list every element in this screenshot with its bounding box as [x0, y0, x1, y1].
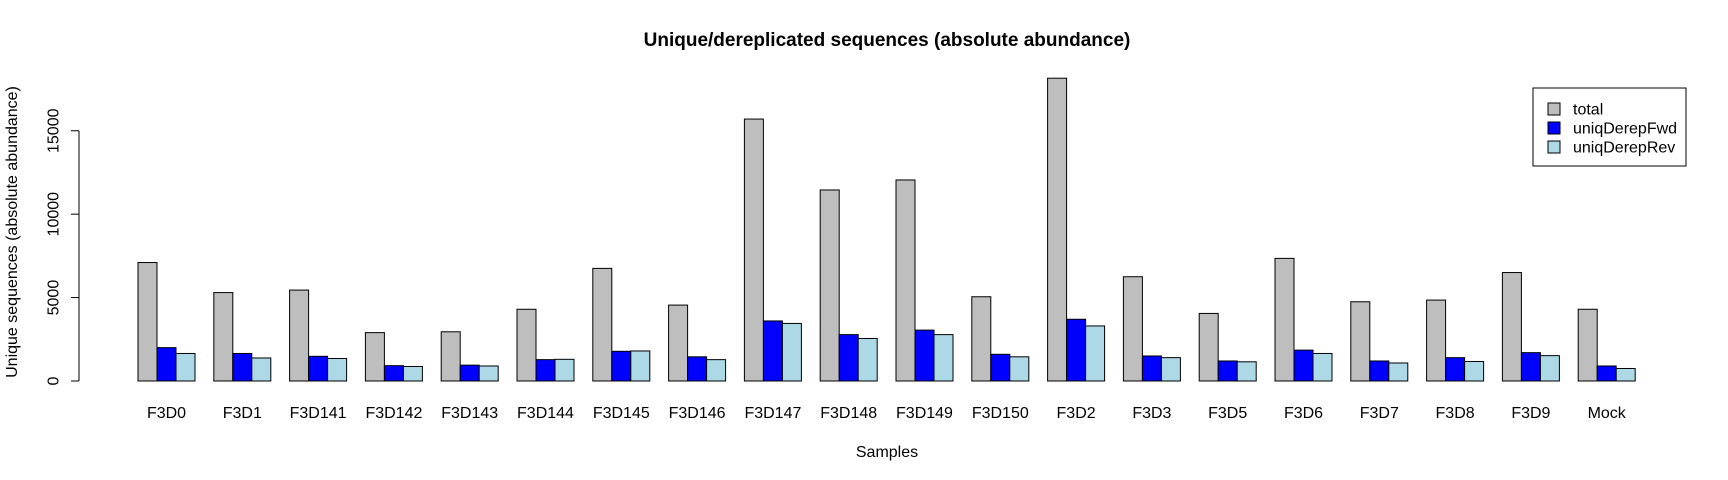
legend-swatch-total — [1547, 102, 1561, 116]
x-tick-label: F3D145 — [593, 405, 650, 422]
bar-total — [1274, 257, 1295, 382]
y-axis: 0 5000 10000 15000 — [46, 108, 80, 385]
bar-uniqDerepFwd — [232, 352, 253, 382]
bar-total — [1426, 299, 1447, 382]
bar-uniqDerepFwd — [1293, 349, 1314, 382]
bar-uniqDerepRev — [1236, 361, 1257, 382]
x-axis-label: Samples — [856, 444, 918, 461]
bar-uniqDerepFwd — [1066, 318, 1087, 382]
bar-uniqDerepFwd — [1141, 355, 1162, 382]
y-tick-label: 0 — [46, 376, 63, 385]
bar-total — [137, 262, 158, 382]
bar-uniqDerepRev — [402, 365, 423, 382]
y-tick-label: 10000 — [46, 192, 63, 237]
bar-total — [1047, 77, 1068, 382]
bar-uniqDerepRev — [1464, 360, 1485, 382]
bar-uniqDerepRev — [251, 357, 272, 382]
legend-label-uniqDerepRev: uniqDerepRev — [1573, 140, 1675, 157]
x-tick-label: F3D0 — [147, 405, 186, 422]
bar-total — [364, 332, 385, 382]
bar-total — [516, 308, 537, 382]
bar-uniqDerepFwd — [1520, 352, 1541, 382]
bar-uniqDerepFwd — [308, 355, 329, 382]
bars — [137, 77, 1636, 382]
bar-uniqDerepFwd — [156, 347, 177, 382]
x-tick-label: F3D8 — [1436, 405, 1475, 422]
bar-uniqDerepRev — [706, 359, 727, 382]
bar-uniqDerepFwd — [383, 365, 404, 382]
bar-uniqDerepRev — [1388, 362, 1409, 382]
x-tick-label: F3D3 — [1132, 405, 1171, 422]
x-tick-label: F3D2 — [1057, 405, 1096, 422]
bar-total — [1350, 301, 1371, 382]
bar-uniqDerepRev — [1085, 325, 1106, 382]
x-tick-label: F3D6 — [1284, 405, 1323, 422]
bar-uniqDerepFwd — [611, 350, 632, 382]
bar-uniqDerepFwd — [762, 320, 783, 382]
x-tick-label: F3D150 — [972, 405, 1029, 422]
x-tick-labels: F3D0 F3D1 F3D141 F3D142 F3D143 F3D144 F3D145 F3… — [147, 405, 1627, 422]
bar-uniqDerepFwd — [1596, 365, 1617, 382]
y-tick-label: 5000 — [46, 280, 63, 316]
bar-uniqDerepRev — [554, 358, 575, 382]
bar-total — [971, 296, 992, 382]
bar-total — [213, 292, 234, 382]
bar-total — [743, 118, 764, 382]
bar-uniqDerepRev — [327, 357, 348, 382]
bar-uniqDerepRev — [175, 352, 196, 382]
bar-uniqDerepFwd — [1369, 360, 1390, 382]
bar-uniqDerepRev — [1160, 357, 1181, 382]
x-tick-label: F3D1 — [223, 405, 262, 422]
legend: total uniqDerepFwd uniqDerepRev — [1532, 87, 1687, 167]
bar-total — [819, 189, 840, 382]
legend-swatch-uniqDerepRev — [1547, 140, 1561, 154]
bar-uniqDerepFwd — [1445, 357, 1466, 382]
bar-uniqDerepRev — [1615, 367, 1636, 382]
bar-total — [440, 331, 461, 382]
y-axis-label: Unique sequences (absolute abundance) — [4, 86, 21, 378]
x-tick-label: F3D9 — [1511, 405, 1550, 422]
chart-title: Unique/dereplicated sequences (absolute … — [644, 30, 1131, 51]
bar-uniqDerepFwd — [990, 353, 1011, 382]
x-tick-label: F3D146 — [669, 405, 726, 422]
x-tick-label: Mock — [1588, 405, 1627, 422]
x-tick-label: F3D147 — [744, 405, 801, 422]
x-tick-label: F3D149 — [896, 405, 953, 422]
bar-total — [895, 179, 916, 382]
x-tick-label: F3D144 — [517, 405, 574, 422]
bar-uniqDerepFwd — [838, 334, 859, 382]
y-tick-label: 15000 — [46, 108, 63, 153]
bar-uniqDerepFwd — [914, 329, 935, 382]
bar-total — [592, 267, 613, 382]
x-tick-label: F3D141 — [290, 405, 347, 422]
bar-uniqDerepFwd — [459, 364, 480, 382]
bar-total — [1577, 308, 1598, 382]
bar-total — [289, 289, 310, 382]
legend-label-uniqDerepFwd: uniqDerepFwd — [1573, 121, 1677, 138]
bar-total — [1501, 272, 1522, 382]
bar-uniqDerepRev — [1539, 355, 1560, 382]
bar-uniqDerepRev — [1312, 352, 1333, 382]
x-tick-label: F3D143 — [441, 405, 498, 422]
x-tick-label: F3D7 — [1360, 405, 1399, 422]
bar-total — [1198, 312, 1219, 382]
x-tick-label: F3D5 — [1208, 405, 1247, 422]
x-tick-label: F3D148 — [820, 405, 877, 422]
legend-swatch-uniqDerepFwd — [1547, 121, 1561, 135]
bar-total — [1122, 276, 1143, 382]
bar-total — [668, 304, 689, 382]
bar-uniqDerepFwd — [535, 359, 556, 382]
bar-uniqDerepRev — [933, 334, 954, 382]
x-tick-label: F3D142 — [365, 405, 422, 422]
bar-uniqDerepRev — [478, 365, 499, 382]
legend-label-total: total — [1573, 102, 1603, 119]
bar-uniqDerepFwd — [687, 356, 708, 382]
bar-uniqDerepRev — [630, 350, 651, 382]
bar-uniqDerepRev — [1009, 356, 1030, 382]
bar-uniqDerepRev — [857, 337, 878, 382]
bar-uniqDerepRev — [781, 322, 802, 382]
bar-uniqDerepFwd — [1217, 360, 1238, 382]
